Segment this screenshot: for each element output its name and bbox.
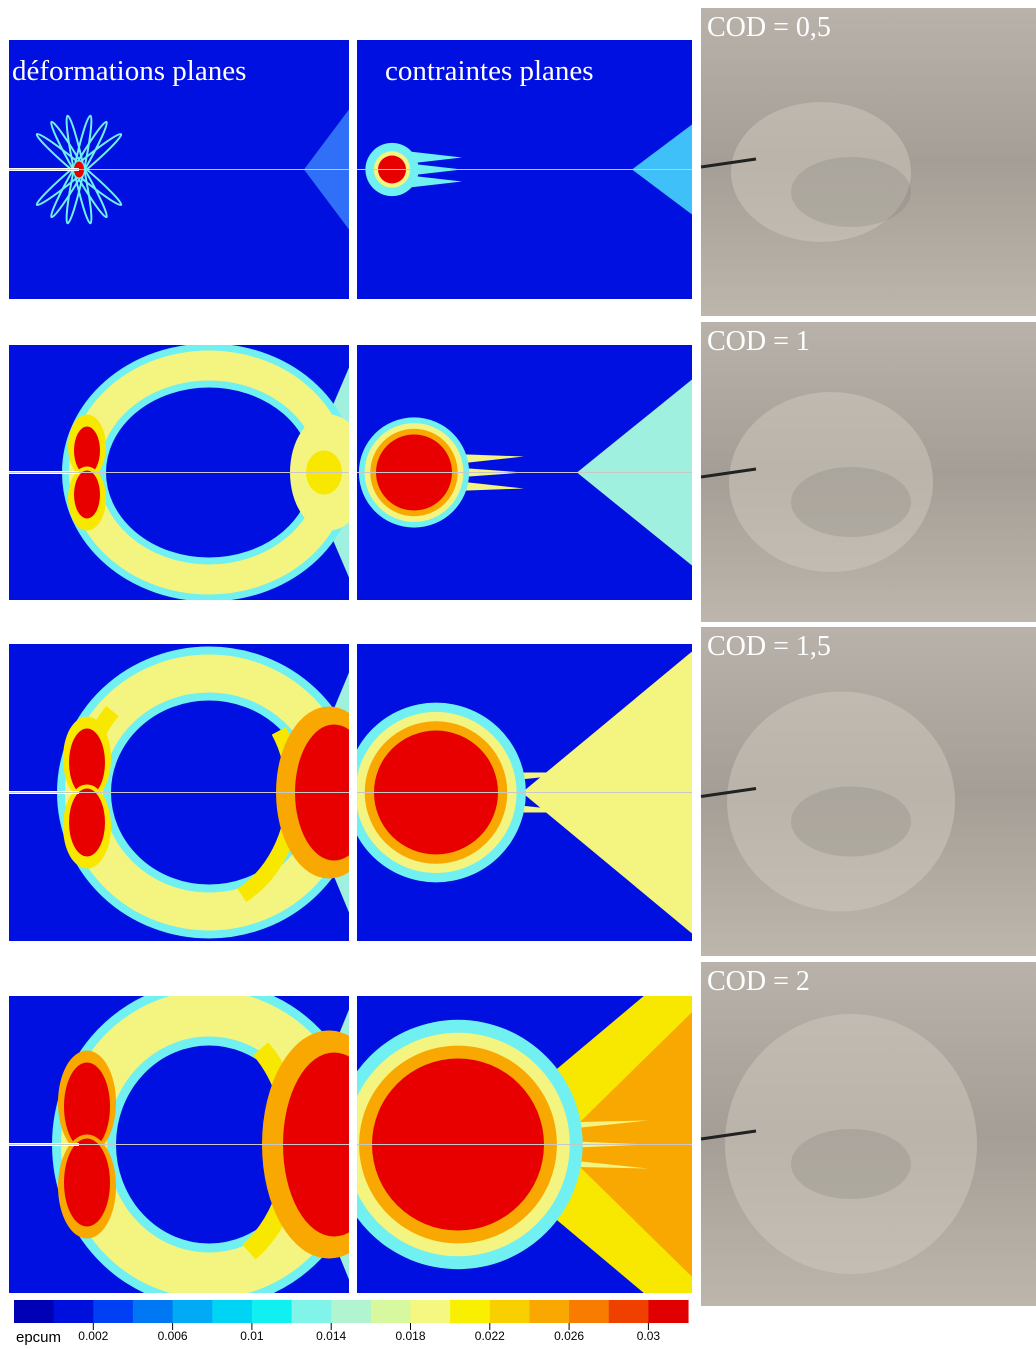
row-label: COD = 0,5 [707, 12, 831, 43]
colorbar-swatch [93, 1300, 134, 1323]
colorbar-swatch [291, 1300, 332, 1323]
colorbar-swatch [172, 1300, 213, 1323]
colorbar-swatch [648, 1300, 689, 1323]
lobe [74, 470, 100, 519]
panel [9, 345, 349, 600]
column-label: déformations planes [12, 55, 246, 87]
panel [357, 40, 692, 299]
photo-bulge [729, 392, 933, 572]
panel [9, 996, 349, 1293]
panel [357, 644, 692, 941]
photo-shade [791, 467, 911, 537]
colorbar-tick-label: 0.006 [158, 1329, 188, 1343]
colorbar-swatch [529, 1300, 570, 1323]
photo: COD = 2 [700, 962, 1036, 1306]
colorbar: 0.002 0.006 0.01 0.014 0.018 0.022 0.026 0.03 [14, 1300, 689, 1343]
colorbar-tick-label: 0.002 [78, 1329, 108, 1343]
row-label: COD = 1,5 [707, 631, 831, 662]
panel [9, 40, 349, 299]
colorbar-name: epcum [16, 1329, 61, 1346]
photo: COD = 1,5 [700, 627, 1036, 956]
photo-shade [791, 157, 911, 227]
lobe [69, 788, 105, 857]
colorbar-tick-label: 0.01 [240, 1329, 264, 1343]
colorbar-swatch [569, 1300, 610, 1323]
colorbar-swatch [14, 1300, 55, 1323]
colorbar-tick-label: 0.03 [637, 1329, 661, 1343]
photo-bulge [725, 1014, 977, 1274]
photo-bulge [727, 691, 955, 912]
photo-bulge [731, 102, 911, 242]
colorbar-swatch [489, 1300, 530, 1323]
row-label: COD = 2 [707, 966, 810, 997]
panel [9, 644, 349, 941]
photo-crack [700, 467, 757, 479]
column-label: contraintes planes [385, 55, 594, 87]
lobe [64, 1062, 110, 1151]
colorbar-swatch [132, 1300, 174, 1323]
colorbar-swatch [608, 1300, 649, 1323]
lobe [74, 426, 100, 475]
colorbar-swatch [370, 1300, 411, 1323]
photo: COD = 1 [700, 322, 1036, 622]
panel [357, 996, 692, 1293]
photo-crack [700, 157, 757, 169]
photo-crack [700, 787, 757, 798]
photo-shade [791, 1129, 911, 1199]
panels: COD = 0,5 COD = 1 COD = 1,5 COD = 2 [9, 8, 1036, 1306]
colorbar-swatch [212, 1300, 253, 1323]
colorbar-swatch [410, 1300, 451, 1323]
colorbar-swatch [251, 1300, 293, 1323]
colorbar-tick-label: 0.022 [475, 1329, 505, 1343]
colorbar-tick-label: 0.026 [554, 1329, 584, 1343]
colorbar-swatch [53, 1300, 94, 1323]
row-label: COD = 1 [707, 326, 810, 357]
colorbar-tick-label: 0.018 [395, 1329, 425, 1343]
photo: COD = 0,5 [700, 8, 1036, 316]
photo-shade [791, 786, 911, 857]
colorbar-tick-label: 0.014 [316, 1329, 346, 1343]
lobe [69, 728, 105, 797]
colorbar-swatch [450, 1300, 491, 1323]
colorbar-swatch [331, 1300, 372, 1323]
panel [357, 345, 692, 600]
photo-crack [700, 1129, 757, 1141]
lobe [64, 1138, 110, 1227]
